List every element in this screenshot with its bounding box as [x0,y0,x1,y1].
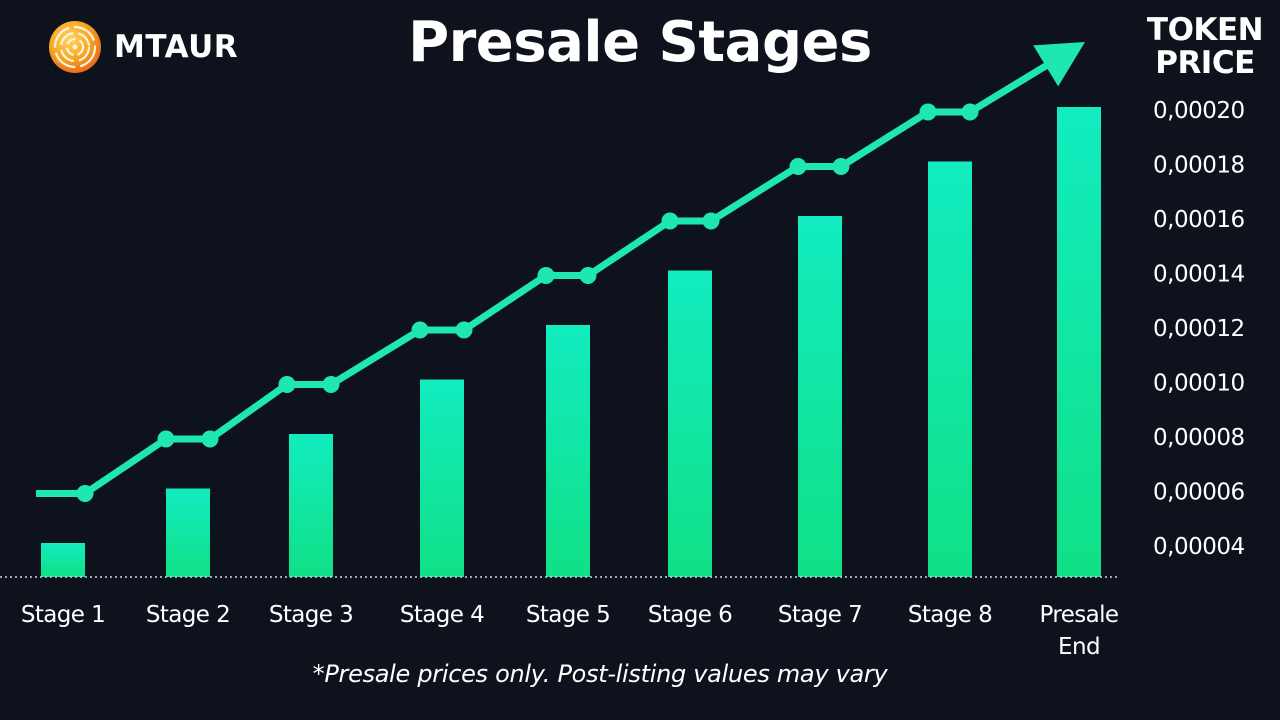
bar-8 [928,161,972,577]
x-tick-label: Stage 1 [21,602,105,628]
y-tick-label: 0,00012 [1153,316,1245,342]
line-point-11 [702,212,720,230]
brand-logo: MTAUR [48,20,238,74]
x-tick-label: Stage 6 [648,602,732,628]
bar-2 [166,488,210,577]
bar-3 [289,434,333,577]
y-axis-title-line1: TOKEN [1146,12,1264,48]
bar-6 [668,270,712,577]
trend-arrow-head [1033,42,1085,87]
line-point-13 [832,158,850,175]
line-point-14 [919,103,937,121]
x-tick-label: Presale [1040,602,1119,628]
bar-9 [1057,107,1101,577]
x-tick-label: Stage 8 [908,602,992,628]
bar-1 [41,543,85,577]
y-axis-title-line2: PRICE [1155,45,1255,81]
chart-title: Presale Stages [408,10,872,75]
line-point-12 [789,158,807,175]
y-tick-label: 0,00004 [1153,534,1245,560]
x-tick-label: Stage 7 [778,602,862,628]
line-point-3 [201,430,219,448]
line-point-8 [537,267,555,284]
y-tick-label: 0,00016 [1153,207,1245,233]
line-point-6 [411,321,429,339]
x-tick-label: Stage 5 [526,602,610,628]
y-tick-label: 0,00006 [1153,480,1245,506]
y-tick-label: 0,00014 [1153,262,1245,288]
y-tick-label: 0,00018 [1153,153,1245,179]
y-tick-label: 0,00008 [1153,425,1245,451]
brand-name: MTAUR [114,29,239,65]
line-point-15 [961,103,979,121]
y-tick-label: 0,00010 [1153,371,1245,397]
y-tick-label: 0,00020 [1153,98,1245,124]
line-point-4 [278,376,296,393]
x-tick-label: Stage 2 [146,602,230,628]
bar-5 [546,325,590,577]
bar-4 [420,379,464,577]
x-tick-label: Stage 4 [400,602,484,628]
line-point-9 [579,267,597,284]
line-point-5 [322,376,340,393]
bar-7 [798,216,842,577]
line-point-1 [76,485,94,502]
line-point-7 [455,321,473,339]
line-point-10 [661,212,679,230]
maze-coin-icon [49,21,101,73]
line-point-2 [157,430,175,448]
x-tick-label: End [1058,634,1100,660]
footnote: *Presale prices only. Post-listing value… [312,660,888,688]
y-axis-title: TOKEN PRICE [1140,14,1270,80]
x-tick-label: Stage 3 [269,602,353,628]
